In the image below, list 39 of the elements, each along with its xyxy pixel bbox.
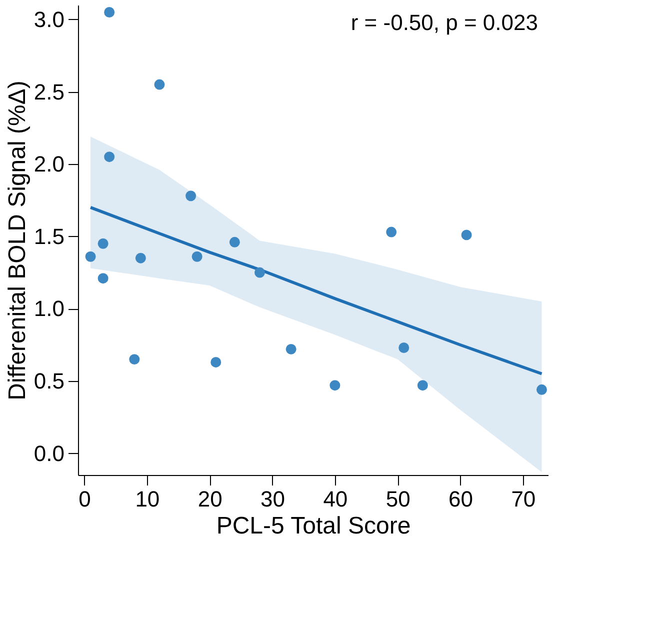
point xyxy=(154,79,165,90)
point xyxy=(192,251,202,262)
x-tick-label: 40 xyxy=(323,486,348,512)
x-tick-label: 60 xyxy=(448,486,474,512)
point xyxy=(98,273,108,284)
x-tick-label: 70 xyxy=(511,486,536,512)
y-tick-label: 0.0 xyxy=(34,440,64,466)
x-tick-label: 50 xyxy=(386,486,410,512)
point xyxy=(210,356,222,368)
y-tick-label: 1.5 xyxy=(34,224,64,249)
point xyxy=(129,354,140,365)
point xyxy=(461,230,472,240)
point xyxy=(85,251,96,262)
y-tick-label: 0.5 xyxy=(34,368,64,394)
x-tick-label: 0 xyxy=(78,486,91,512)
y-tick-label: 2.5 xyxy=(34,79,64,104)
point xyxy=(536,384,547,395)
y-tick-label: 2.0 xyxy=(34,152,64,177)
point xyxy=(398,342,410,353)
point xyxy=(135,252,146,264)
point xyxy=(98,238,108,249)
point xyxy=(254,267,265,278)
line-series xyxy=(89,206,544,376)
point xyxy=(104,152,115,162)
point xyxy=(104,6,115,18)
point xyxy=(386,226,397,238)
y-tick-label: 1.0 xyxy=(34,296,64,322)
point xyxy=(417,380,428,391)
y-axis-title: Differenital BOLD Signal (%Δ) xyxy=(4,80,31,400)
point xyxy=(186,190,196,202)
x-tick-label: 10 xyxy=(135,486,160,512)
y-tick-label: 3.0 xyxy=(34,6,64,32)
point xyxy=(330,380,340,391)
x-tick-label: 30 xyxy=(260,486,286,512)
x-tick-label: 20 xyxy=(198,486,222,512)
point xyxy=(286,344,296,354)
point xyxy=(229,236,240,248)
annotation: r = -0.50, p = 0.023 xyxy=(350,10,538,35)
x-axis-title: PCL-5 Total Score xyxy=(216,512,411,540)
